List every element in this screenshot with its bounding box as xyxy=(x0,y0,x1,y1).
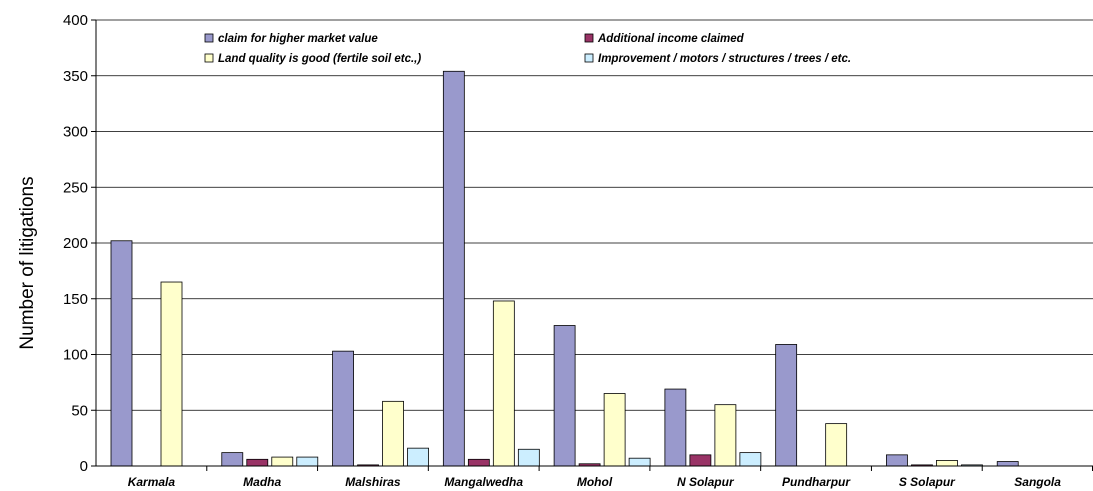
category-label: S Solapur xyxy=(899,475,956,489)
bar xyxy=(492,300,515,467)
category-label: Karmala xyxy=(128,475,176,489)
legend-entry: Additional income claimed xyxy=(597,33,745,45)
category-label: Malshiras xyxy=(345,475,401,489)
bar xyxy=(739,452,762,467)
y-tick-label: 0 xyxy=(80,458,88,475)
bar xyxy=(160,281,183,467)
category-label: N Solapur xyxy=(677,475,735,489)
legend-swatch xyxy=(584,33,594,43)
y-tick-label: 400 xyxy=(63,12,88,29)
y-tick-label: 50 xyxy=(71,402,88,419)
bar xyxy=(825,423,848,467)
y-tick-label: 100 xyxy=(63,347,88,364)
y-tick-label: 250 xyxy=(63,179,88,196)
y-axis-title: Number of litigations xyxy=(17,176,38,349)
y-tick-label: 200 xyxy=(63,235,88,252)
category-label: Madha xyxy=(243,475,281,489)
bar xyxy=(553,325,576,467)
legend: claim for higher market value Additional … xyxy=(204,33,851,65)
axes xyxy=(91,19,1093,471)
bar xyxy=(110,240,133,467)
bar xyxy=(467,458,490,467)
legend-entry: claim for higher market value xyxy=(218,33,378,45)
bar xyxy=(689,454,712,467)
bar xyxy=(664,388,687,467)
legend-entry: Improvement / motors / structures / tree… xyxy=(598,53,851,65)
bar xyxy=(332,350,354,467)
bar xyxy=(996,461,1019,467)
bar xyxy=(775,344,798,467)
category-label: Mohol xyxy=(577,475,613,489)
bar xyxy=(714,404,737,467)
legend-entry: Land quality is good (fertile soil etc.,… xyxy=(218,53,421,65)
bar xyxy=(628,457,651,467)
bar xyxy=(936,460,958,467)
y-tick-label: 350 xyxy=(63,68,88,85)
bar xyxy=(517,448,540,467)
category-label: Pundharpur xyxy=(782,475,851,489)
category-labels: Karmala Madha Malshiras Mangalwedha Mohol N S… xyxy=(128,475,1062,489)
category-label: Mangalwedha xyxy=(444,475,523,489)
bar xyxy=(382,400,404,467)
bar xyxy=(296,456,319,467)
bar xyxy=(271,456,294,467)
y-tick-label: 300 xyxy=(63,124,88,141)
bar xyxy=(221,452,244,467)
bar xyxy=(246,458,269,467)
bar xyxy=(886,454,908,467)
legend-swatch xyxy=(204,33,214,43)
bar xyxy=(407,447,429,467)
bar xyxy=(603,393,626,467)
y-tick-labels: 0 50 100 150 200 250 300 350 400 xyxy=(63,12,88,475)
bars xyxy=(110,70,1019,467)
gridlines xyxy=(96,19,1093,411)
legend-swatch xyxy=(584,53,594,63)
y-tick-label: 150 xyxy=(63,291,88,308)
bar xyxy=(442,70,465,467)
legend-swatch xyxy=(204,53,214,63)
category-label: Sangola xyxy=(1014,475,1061,489)
